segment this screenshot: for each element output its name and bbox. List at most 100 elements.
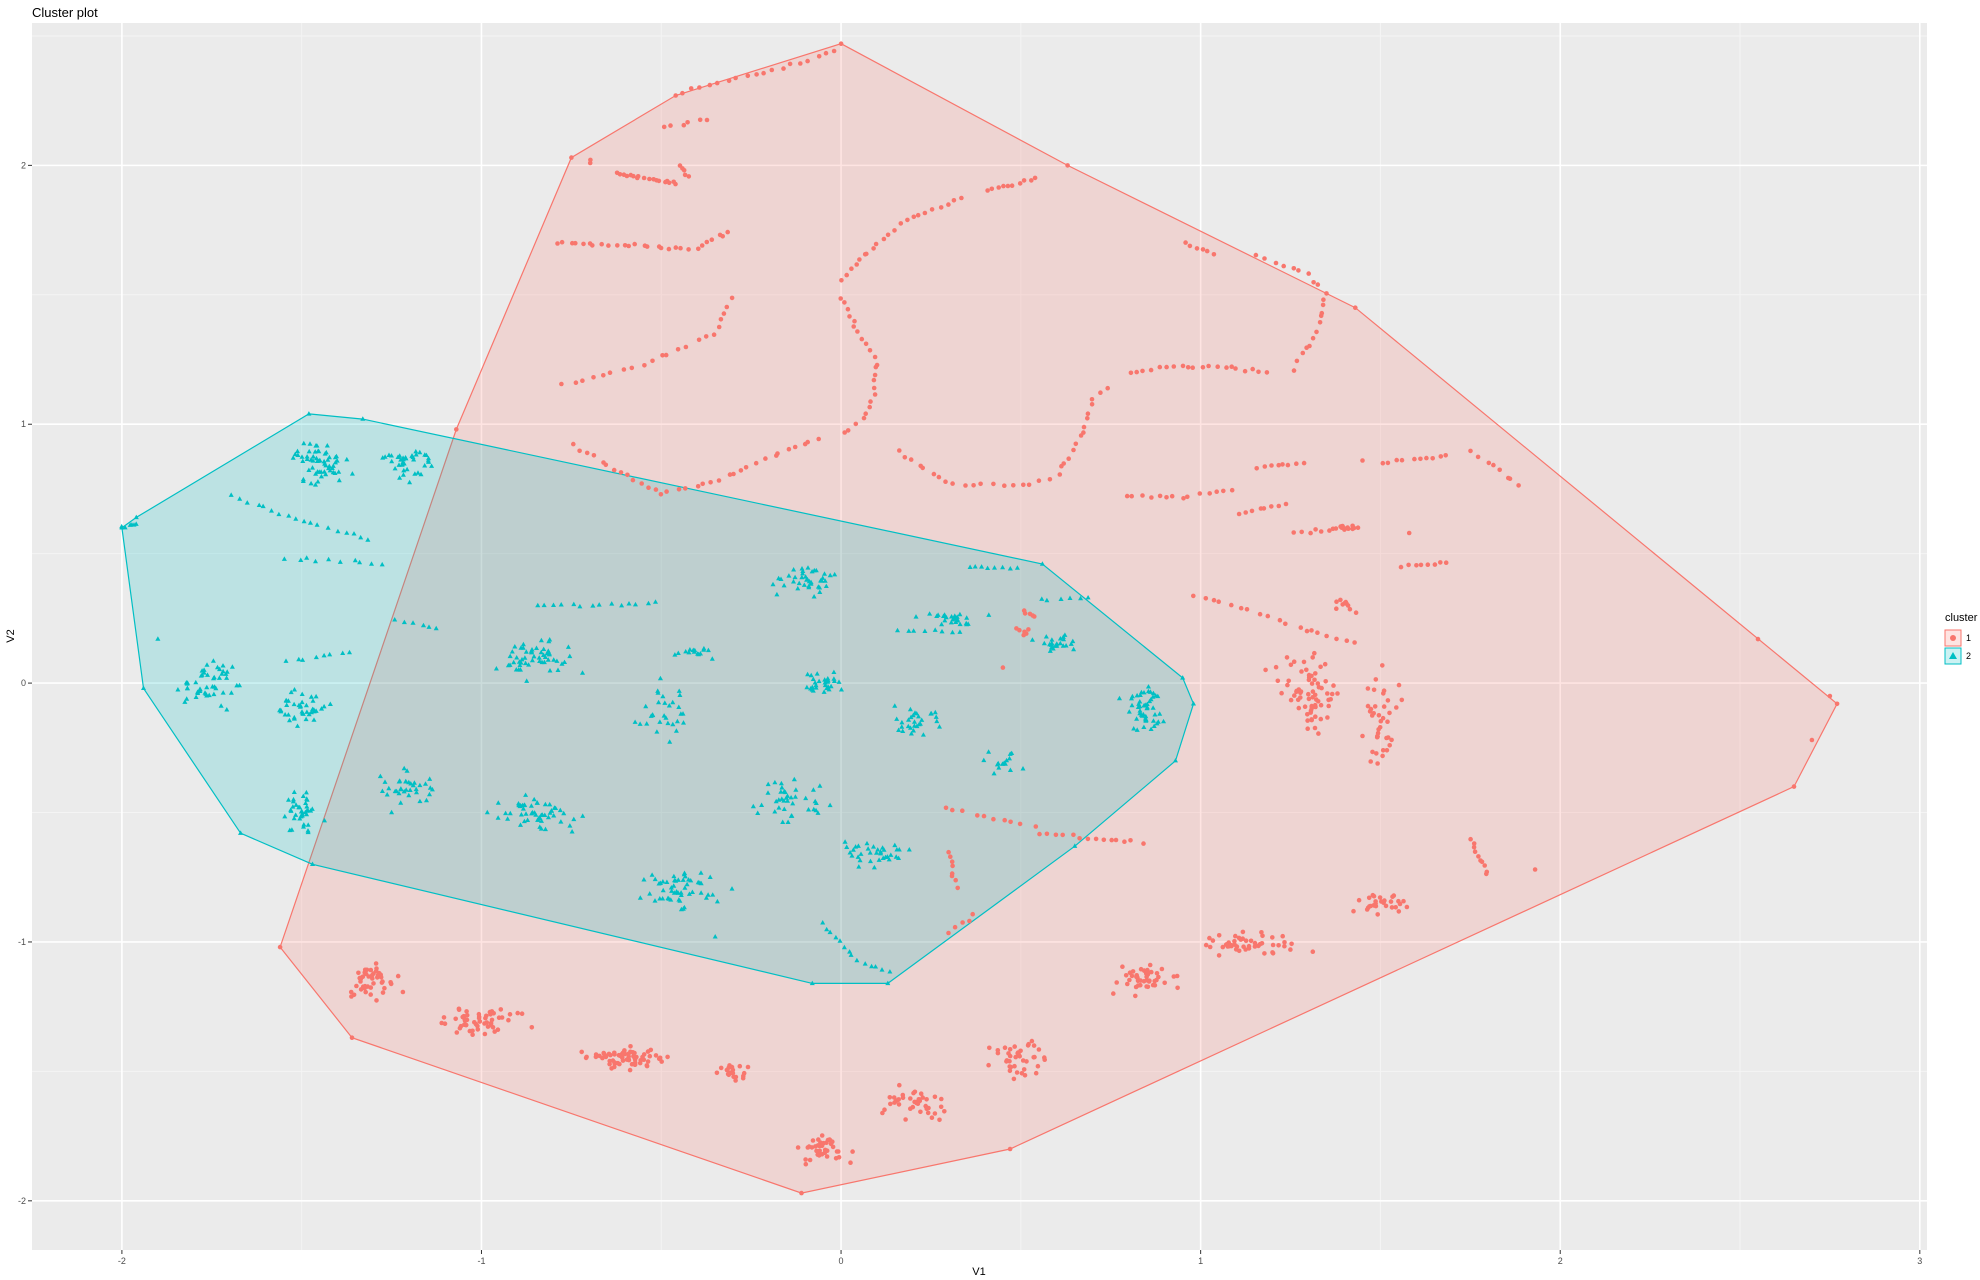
point-cluster-1 [726,78,732,84]
point-cluster-2 [1145,684,1151,689]
point-cluster-1 [995,1048,1001,1053]
point-cluster-1 [1093,836,1099,842]
point-cluster-1 [967,918,972,924]
point-cluster-2 [1150,694,1156,699]
point-cluster-2 [321,652,327,658]
point-cluster-2 [412,471,418,476]
point-cluster-2 [122,524,128,530]
point-cluster-2 [1147,689,1153,694]
point-cluster-2 [531,796,537,802]
point-cluster-2 [313,654,319,660]
point-cluster-1 [950,481,955,486]
point-cluster-1 [1318,664,1323,670]
point-cluster-2 [503,810,509,816]
point-cluster-2 [534,645,539,650]
point-cluster-2 [832,571,838,577]
point-cluster-1 [1367,904,1372,909]
point-cluster-1 [724,304,730,310]
point-cluster-1 [1011,483,1016,488]
point-cluster-2 [1152,712,1158,717]
point-cluster-1 [1089,402,1095,407]
point-cluster-2 [670,699,676,705]
point-cluster-2 [948,619,954,625]
point-cluster-2 [1060,634,1066,639]
point-cluster-2 [292,687,297,692]
point-cluster-1 [1418,562,1424,568]
point-cluster-1 [754,72,759,77]
point-cluster-2 [896,847,902,852]
point-cluster-1 [991,481,996,487]
point-cluster-1 [725,229,730,235]
point-cluster-1 [1187,243,1193,249]
point-cluster-2 [979,564,985,569]
point-cluster-1 [1220,944,1226,950]
point-cluster-2 [862,961,868,966]
point-cluster-2 [986,612,992,617]
point-cluster-2 [910,712,916,718]
point-cluster-1 [1032,614,1037,619]
point-cluster-2 [323,449,329,455]
point-cluster-2 [547,637,553,642]
point-cluster-1 [823,50,829,56]
point-cluster-2 [1140,711,1146,717]
point-cluster-1 [1399,457,1405,463]
point-cluster-1 [1479,859,1485,865]
point-cluster-1 [1283,621,1288,627]
point-cluster-2 [906,717,912,722]
point-cluster-2 [211,691,217,697]
point-cluster-1 [1257,611,1263,617]
point-cluster-2 [1047,648,1053,653]
point-cluster-2 [529,647,535,652]
point-cluster-2 [1000,564,1006,570]
point-cluster-1 [845,306,851,312]
point-cluster-1 [658,245,664,251]
point-cluster-1 [1369,713,1375,718]
point-cluster-2 [671,873,677,879]
point-cluster-1 [938,205,944,210]
point-cluster-2 [304,797,310,802]
point-cluster-2 [293,516,299,521]
point-cluster-2 [842,839,848,844]
point-cluster-1 [1269,463,1274,468]
point-cluster-2 [321,703,327,709]
point-cluster-1 [1175,985,1180,991]
point-cluster-2 [1129,695,1134,701]
point-cluster-2 [323,471,329,477]
point-cluster-2 [776,797,782,802]
point-cluster-2 [183,680,189,685]
point-cluster-2 [567,823,573,828]
point-cluster-1 [848,1160,853,1165]
point-cluster-2 [637,721,643,726]
point-cluster-2 [260,503,266,509]
point-cluster-1 [688,86,694,91]
point-cluster-2 [873,964,879,969]
point-cluster-2 [817,589,823,594]
point-cluster-1 [1207,944,1213,950]
point-cluster-1 [718,1065,724,1071]
point-cluster-2 [957,629,963,634]
point-cluster-2 [785,793,791,798]
point-cluster-1 [885,232,891,238]
point-cluster-2 [864,840,870,846]
point-cluster-1 [354,983,359,989]
point-cluster-1 [737,1063,743,1069]
point-cluster-2 [413,786,419,792]
point-cluster-1 [838,296,843,301]
point-cluster-2 [206,692,212,698]
point-cluster-2 [682,885,688,890]
point-cluster-2 [411,457,417,462]
point-cluster-1 [1516,483,1521,488]
point-cluster-2 [653,599,658,604]
point-cluster-1 [1327,528,1332,533]
point-cluster-1 [1355,525,1361,530]
point-cluster-2 [512,644,518,649]
point-cluster-1 [1387,710,1392,716]
point-cluster-2 [410,782,416,788]
legend-triangle-symbol [1949,652,1957,659]
point-cluster-1 [951,198,957,203]
point-cluster-1 [1326,703,1331,709]
point-cluster-1 [981,813,987,819]
point-cluster-2 [644,721,650,726]
point-cluster-1 [1047,477,1053,482]
point-cluster-2 [406,792,412,798]
